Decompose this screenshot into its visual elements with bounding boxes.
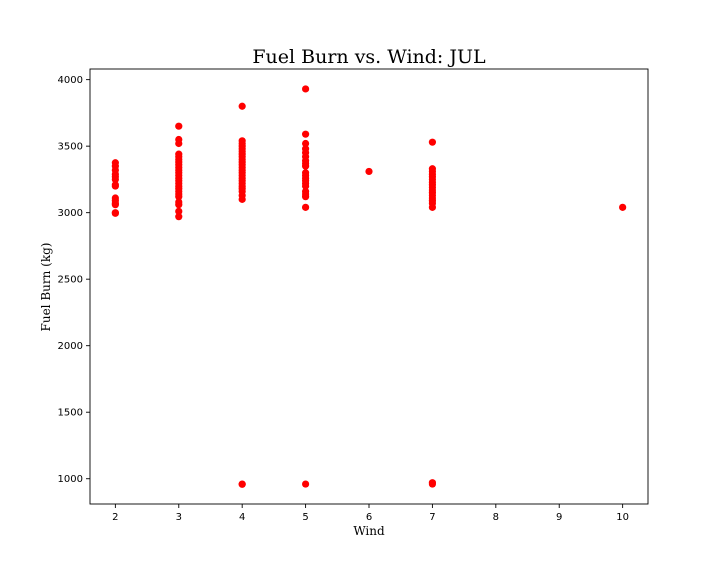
data-point bbox=[175, 122, 183, 130]
y-tick-label: 1000 bbox=[58, 474, 83, 485]
data-point bbox=[111, 209, 119, 217]
data-point bbox=[238, 102, 246, 110]
data-point bbox=[428, 480, 437, 488]
data-point bbox=[619, 203, 627, 211]
plot-area bbox=[89, 68, 649, 505]
data-point bbox=[301, 203, 310, 211]
data-point bbox=[365, 167, 373, 176]
data-point bbox=[428, 138, 437, 146]
y-tick-label: 3500 bbox=[58, 142, 83, 153]
x-tick-label: 10 bbox=[616, 512, 629, 523]
data-point bbox=[301, 480, 310, 488]
y-tick-label: 1500 bbox=[58, 408, 83, 419]
data-point bbox=[175, 213, 183, 221]
data-point bbox=[175, 139, 183, 148]
data-point bbox=[111, 182, 119, 190]
data-point bbox=[428, 203, 437, 211]
y-tick-label: 3000 bbox=[58, 208, 83, 219]
x-tick-label: 8 bbox=[493, 512, 499, 523]
data-points bbox=[111, 85, 627, 488]
x-axis-label: Wind bbox=[353, 524, 385, 538]
data-point bbox=[301, 182, 310, 190]
y-axis-label: Fuel Burn (kg) bbox=[39, 243, 53, 332]
data-point bbox=[301, 162, 310, 170]
data-point bbox=[111, 201, 119, 209]
data-point bbox=[238, 195, 246, 203]
chart-title: Fuel Burn vs. Wind: JUL bbox=[252, 46, 486, 68]
data-point bbox=[301, 139, 310, 148]
x-tick-label: 9 bbox=[556, 512, 562, 523]
y-tick-label: 2000 bbox=[58, 341, 83, 352]
x-tick-label: 7 bbox=[429, 512, 435, 523]
x-tick-label: 2 bbox=[112, 512, 118, 523]
y-tick-label: 2500 bbox=[58, 275, 83, 286]
x-tick-label: 5 bbox=[302, 512, 308, 523]
data-point bbox=[175, 201, 183, 209]
y-axis: 1000 1500 2000 2500 3000 3500 4000 bbox=[58, 75, 90, 485]
x-tick-label: 4 bbox=[239, 512, 245, 523]
x-axis: 2 3 4 5 6 7 8 9 10 bbox=[112, 504, 629, 523]
data-point bbox=[301, 130, 310, 138]
data-point bbox=[301, 85, 310, 93]
y-tick-label: 4000 bbox=[58, 75, 83, 86]
x-tick-label: 6 bbox=[366, 512, 372, 523]
data-point bbox=[238, 480, 246, 488]
x-tick-label: 3 bbox=[176, 512, 182, 523]
data-point bbox=[175, 207, 183, 215]
data-point bbox=[175, 193, 183, 201]
data-point bbox=[301, 193, 310, 201]
data-point bbox=[111, 175, 119, 184]
